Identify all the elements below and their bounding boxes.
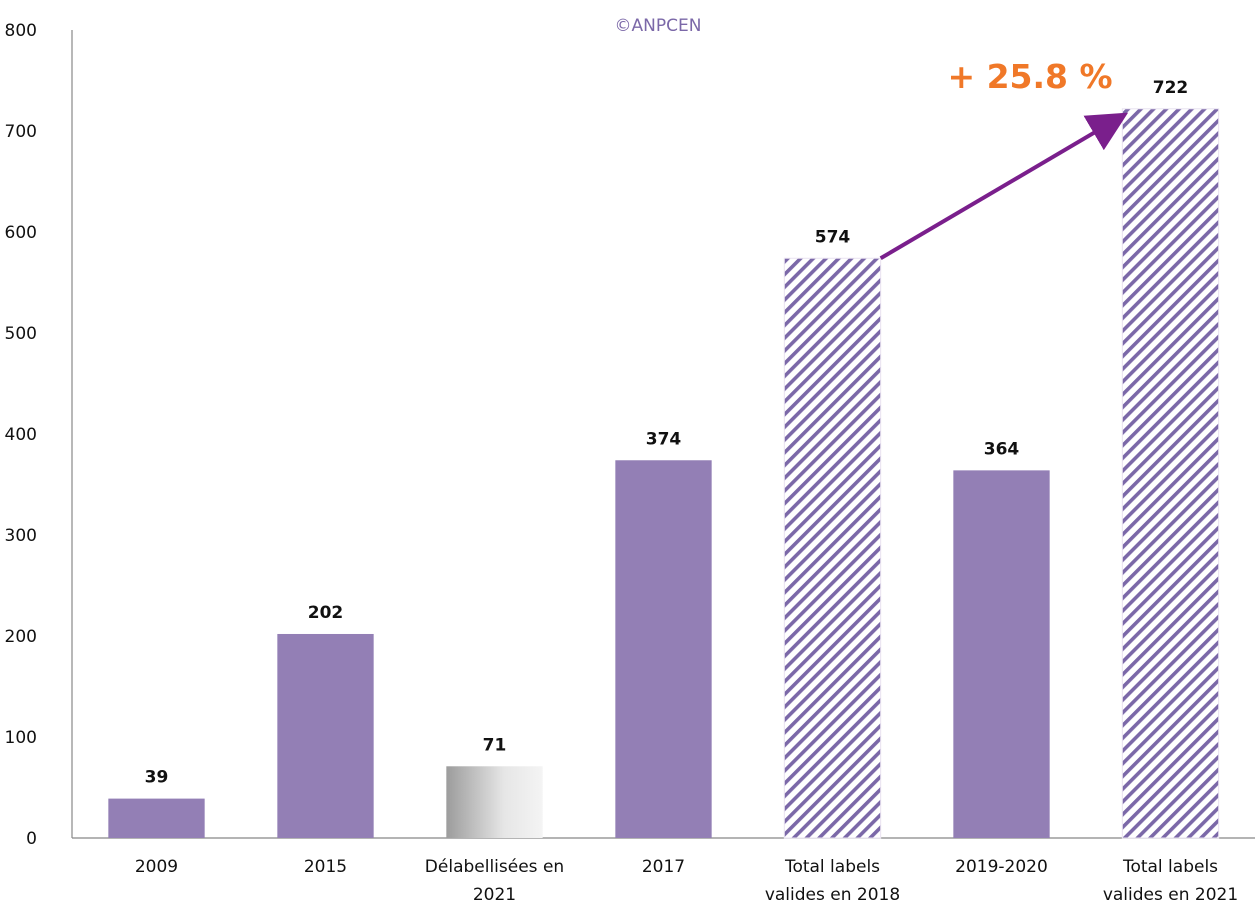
y-tick-label: 700 [5,122,37,142]
bar [1121,108,1220,839]
category-label: Total labels valides en 2021 [1103,857,1238,905]
category-label: 2017 [642,857,685,877]
category-label-line: 2021 [473,885,516,905]
category-labels: 2009 2015 Délabellisées en 2021 2017 Total la… [135,857,1238,905]
category-label-line: 2019-2020 [955,857,1048,877]
y-tick-label: 400 [5,425,37,445]
y-tick-label: 800 [5,21,37,41]
category-label-line: valides en 2021 [1103,885,1238,905]
bar [446,766,543,838]
data-label: 71 [483,735,507,755]
category-label-line: 2017 [642,857,685,877]
growth-label: + 25.8 % [947,57,1112,96]
y-tick-labels: 0 100 200 300 400 500 600 700 800 [5,21,37,849]
category-label-line: 2009 [135,857,178,877]
growth-arrow [879,112,1129,260]
category-label-line: Total labels [1122,857,1218,877]
category-label: 2019-2020 [955,857,1048,877]
category-label-line: 2015 [304,857,347,877]
growth-annotation: + 25.8 % [879,57,1129,260]
y-tick-label: 300 [5,526,37,546]
category-label: 2015 [304,857,347,877]
y-tick-label: 500 [5,324,37,344]
data-label: 39 [145,768,169,788]
bar [953,470,1050,838]
data-label: 374 [646,429,682,449]
y-tick-label: 0 [26,829,37,849]
category-label-line: Délabellisées en [425,857,564,877]
y-tick-label: 100 [5,728,37,748]
data-label: 574 [815,227,851,247]
bar [277,633,374,838]
y-tick-label: 200 [5,627,37,647]
category-label: 2009 [135,857,178,877]
data-labels: 39 202 71 374 574 364 722 [145,78,1189,788]
bar [783,257,882,839]
data-label: 722 [1153,78,1189,98]
category-label-line: valides en 2018 [765,885,900,905]
category-label: Délabellisées en 2021 [425,857,564,905]
category-label: Total labels valides en 2018 [765,857,900,905]
bars [108,108,1220,839]
data-label: 202 [308,603,344,623]
bar [108,798,205,838]
y-tick-label: 600 [5,223,37,243]
category-label-line: Total labels [784,857,880,877]
data-label: 364 [984,439,1020,459]
chart-credit: ©ANPCEN [615,16,702,36]
bar [615,460,712,838]
